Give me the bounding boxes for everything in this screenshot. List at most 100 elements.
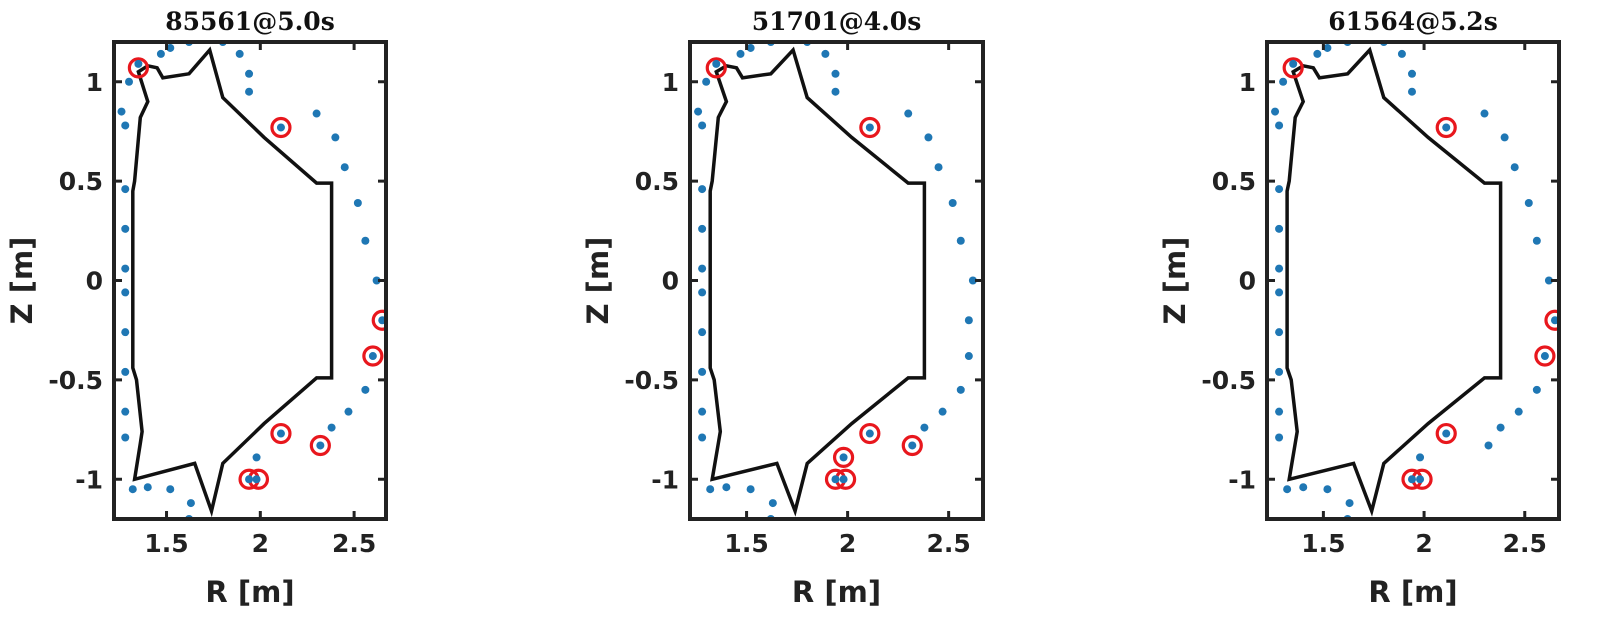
y-tick-label: -0.5 [624, 366, 679, 395]
probe-point [121, 407, 130, 416]
probe-point [1524, 198, 1533, 207]
highlighted-probe-ring [1435, 116, 1457, 139]
probe-point [245, 69, 254, 78]
probe-point [361, 385, 370, 394]
probe-point [368, 352, 377, 361]
probe-point [252, 453, 261, 462]
highlighted-probe-ring [270, 116, 292, 139]
axes-frame [1265, 40, 1561, 521]
probe-point [186, 499, 195, 508]
probe-point [1416, 475, 1425, 484]
highlighted-probe-ring [1282, 57, 1304, 79]
probe-point [1407, 87, 1416, 96]
probe-point [1275, 328, 1284, 337]
x-tick-label: 1.5 [144, 529, 188, 558]
highlighted-probe-ring [1534, 345, 1556, 367]
highlighted-probe-ring [1435, 422, 1457, 445]
probe-point [121, 367, 130, 376]
probe-point [934, 163, 943, 172]
highlighted-probe-ring [309, 434, 331, 457]
y-tick-label: 0 [662, 267, 679, 296]
plot-area [117, 42, 386, 519]
axes-frame [688, 40, 985, 521]
probe-point [698, 185, 707, 194]
probe-point [698, 264, 707, 273]
y-axis-label: Z [m] [1158, 237, 1192, 325]
y-tick-label: -0.5 [48, 366, 103, 395]
highlighted-probe-ring [901, 434, 923, 457]
probe-point [1416, 453, 1425, 462]
axes-frame [112, 40, 388, 521]
x-tick-label: 2.5 [332, 529, 376, 558]
plot-area [1271, 42, 1559, 519]
probe-point [702, 77, 711, 86]
probe-point [1442, 123, 1451, 132]
probe-point [353, 198, 362, 207]
probe-point [1496, 423, 1505, 432]
x-tick-label: 1.5 [724, 529, 768, 558]
x-tick-label: 1.5 [1301, 529, 1345, 558]
probe-point [1275, 224, 1284, 233]
probe-point [1532, 385, 1541, 394]
probe-point [1540, 352, 1549, 361]
probe-point [746, 43, 755, 52]
probe-point [245, 475, 254, 484]
x-tick-label: 2.5 [1503, 529, 1547, 558]
highlighted-probe-ring [859, 116, 881, 139]
probe-point [1510, 163, 1519, 172]
probe-point [1275, 433, 1284, 442]
probe-point [117, 107, 126, 116]
probe-point [121, 121, 130, 130]
probe-point [938, 407, 947, 416]
highlighted-probe-ring [127, 57, 149, 79]
probe-point [361, 236, 370, 245]
x-axis-label: R [m] [205, 575, 294, 609]
y-tick-label: 1 [662, 68, 679, 97]
y-tick-label: 0 [1239, 267, 1256, 296]
probe-point [904, 109, 913, 118]
x-axis-label: R [m] [1368, 575, 1457, 609]
y-tick-label: 0 [86, 267, 103, 296]
highlighted-probe-ring [362, 345, 384, 367]
probe-point [143, 483, 152, 492]
probe-point [865, 123, 874, 132]
x-tick-label: 2.5 [926, 529, 970, 558]
probe-point [964, 352, 973, 361]
plot-area [694, 42, 977, 519]
probe-point [252, 475, 261, 484]
probe-point [1275, 121, 1284, 130]
chart-title: 85561@5.0s [165, 7, 335, 36]
probe-point [712, 59, 721, 68]
probe-point [839, 453, 848, 462]
probe-point [908, 441, 917, 450]
probe-point [1323, 43, 1332, 52]
probe-point [956, 236, 965, 245]
probe-point [340, 163, 349, 172]
chart-panel-3: 1.5 2 2.5 1 0.5 0 -0.5 -1 61564@5.2s R [m] Z [m] [1158, 7, 1561, 609]
probe-point [1500, 133, 1509, 142]
probe-point [839, 475, 848, 484]
probe-point [1544, 276, 1553, 285]
probe-point [768, 499, 777, 508]
probe-point [1514, 407, 1523, 416]
probe-point [1323, 485, 1332, 494]
probe-point [698, 407, 707, 416]
probe-point [1299, 483, 1308, 492]
vessel-outline [708, 46, 927, 517]
probe-point [121, 328, 130, 337]
probe-point [128, 485, 137, 494]
probe-point [166, 485, 175, 494]
probe-point [1313, 49, 1322, 58]
probe-point [956, 385, 965, 394]
probe-point [156, 49, 165, 58]
probe-point [1275, 407, 1284, 416]
y-tick-label: -1 [75, 465, 103, 494]
x-tick-label: 2 [1415, 529, 1432, 558]
probe-point [698, 328, 707, 337]
probe-point [1345, 499, 1354, 508]
y-tick-label: -0.5 [1201, 366, 1256, 395]
probe-point [276, 429, 285, 438]
probe-point [121, 185, 130, 194]
highlighted-probe-ring [832, 446, 855, 468]
